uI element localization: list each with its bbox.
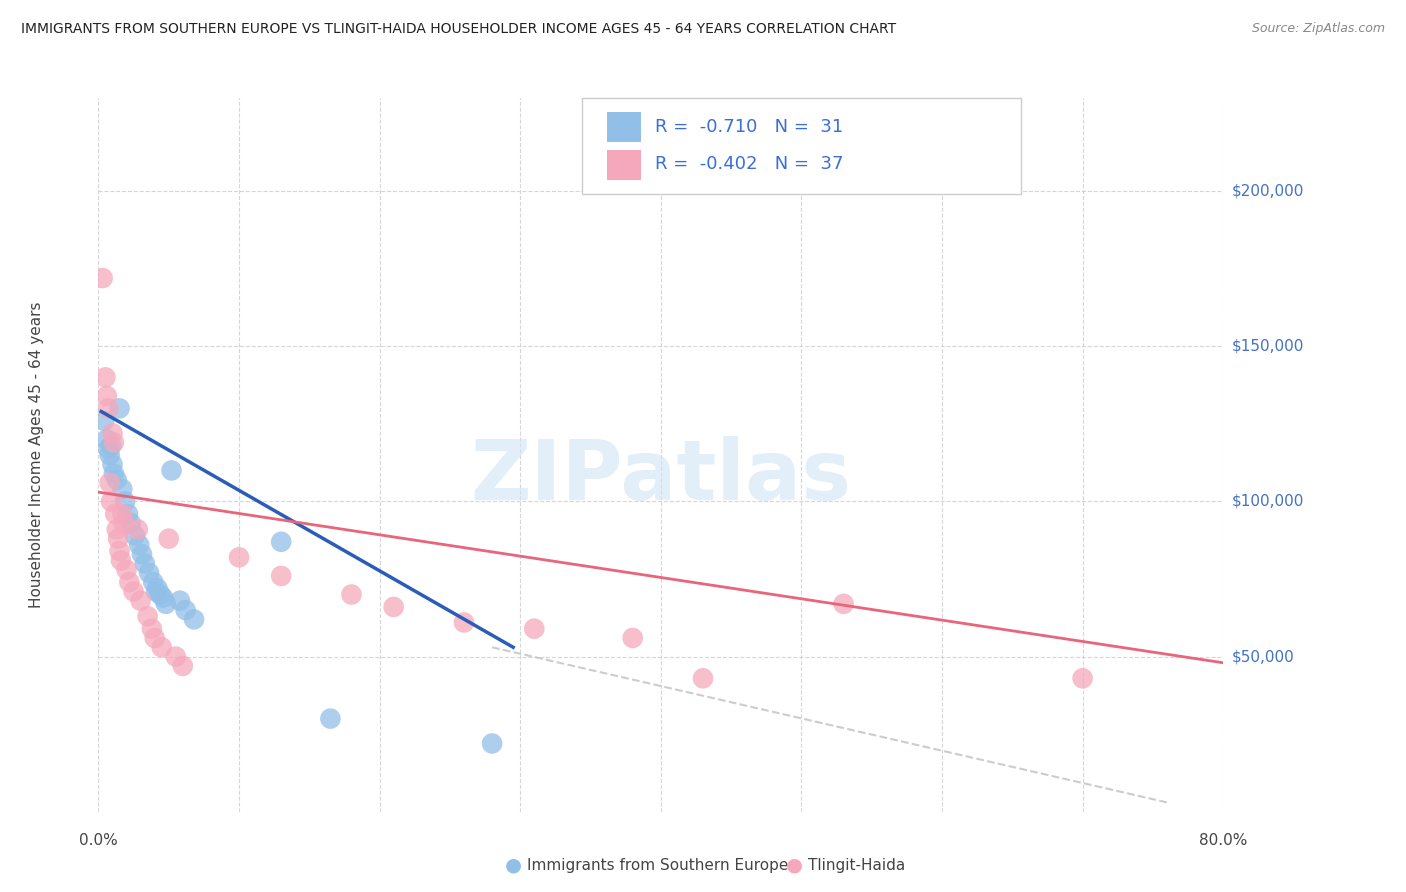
Point bbox=[100, 439, 122, 453]
Point bbox=[111, 482, 134, 496]
Point bbox=[120, 516, 142, 531]
Point bbox=[1071, 671, 1094, 685]
Text: Householder Income Ages 45 - 64 years: Householder Income Ages 45 - 64 years bbox=[30, 301, 44, 608]
Text: Tlingit-Haida: Tlingit-Haida bbox=[808, 858, 905, 872]
Point bbox=[169, 593, 191, 607]
Text: ●: ● bbox=[505, 855, 522, 875]
Point bbox=[155, 597, 177, 611]
Point bbox=[172, 659, 194, 673]
Point bbox=[481, 736, 503, 750]
FancyBboxPatch shape bbox=[582, 98, 1021, 194]
Point bbox=[270, 534, 292, 549]
Point bbox=[157, 532, 180, 546]
Point bbox=[97, 442, 120, 456]
Point bbox=[96, 389, 118, 403]
Point bbox=[382, 599, 405, 614]
Point bbox=[453, 615, 475, 630]
Point bbox=[94, 370, 117, 384]
Text: 80.0%: 80.0% bbox=[1199, 833, 1247, 848]
Text: R =  -0.402   N =  37: R = -0.402 N = 37 bbox=[655, 155, 844, 173]
Point bbox=[319, 712, 342, 726]
Text: $150,000: $150,000 bbox=[1232, 339, 1305, 354]
Text: ●: ● bbox=[786, 855, 803, 875]
Point bbox=[103, 467, 125, 481]
Text: Immigrants from Southern Europe: Immigrants from Southern Europe bbox=[527, 858, 789, 872]
Point bbox=[112, 516, 135, 531]
Point bbox=[110, 553, 132, 567]
Point bbox=[152, 591, 174, 605]
Point bbox=[160, 463, 183, 477]
Point bbox=[114, 494, 136, 508]
Point bbox=[124, 528, 146, 542]
Point bbox=[832, 597, 855, 611]
Point bbox=[134, 557, 156, 571]
Point bbox=[523, 622, 546, 636]
Point bbox=[165, 649, 187, 664]
Point bbox=[228, 550, 250, 565]
Point bbox=[138, 566, 160, 580]
Point bbox=[104, 507, 127, 521]
Point bbox=[621, 631, 644, 645]
Point bbox=[98, 448, 121, 462]
Text: 0.0%: 0.0% bbox=[79, 833, 118, 848]
FancyBboxPatch shape bbox=[607, 112, 641, 143]
Point bbox=[136, 609, 159, 624]
Point bbox=[131, 547, 153, 561]
Point bbox=[174, 603, 197, 617]
Point bbox=[100, 494, 122, 508]
Text: $200,000: $200,000 bbox=[1232, 184, 1305, 199]
Point bbox=[111, 507, 134, 521]
Point bbox=[150, 640, 173, 655]
Point bbox=[105, 473, 128, 487]
Point bbox=[91, 271, 114, 285]
Point bbox=[270, 569, 292, 583]
Point bbox=[141, 622, 163, 636]
Point bbox=[97, 401, 120, 416]
Point bbox=[129, 593, 152, 607]
Point bbox=[108, 401, 131, 416]
Point bbox=[101, 426, 124, 441]
Point bbox=[118, 575, 141, 590]
Point bbox=[117, 507, 139, 521]
Point bbox=[149, 588, 172, 602]
Text: $50,000: $50,000 bbox=[1232, 649, 1295, 664]
Point bbox=[146, 582, 169, 596]
Point bbox=[101, 457, 124, 471]
Text: $100,000: $100,000 bbox=[1232, 494, 1305, 509]
Point bbox=[108, 544, 131, 558]
Text: R =  -0.710   N =  31: R = -0.710 N = 31 bbox=[655, 118, 844, 136]
Point bbox=[105, 522, 128, 536]
Point bbox=[142, 575, 165, 590]
Point bbox=[128, 538, 150, 552]
Point bbox=[143, 631, 166, 645]
Text: ZIPatlas: ZIPatlas bbox=[471, 436, 851, 516]
Point bbox=[183, 612, 205, 626]
Point bbox=[115, 563, 138, 577]
Text: Source: ZipAtlas.com: Source: ZipAtlas.com bbox=[1251, 22, 1385, 36]
Text: IMMIGRANTS FROM SOUTHERN EUROPE VS TLINGIT-HAIDA HOUSEHOLDER INCOME AGES 45 - 64: IMMIGRANTS FROM SOUTHERN EUROPE VS TLING… bbox=[21, 22, 896, 37]
Point bbox=[93, 414, 115, 428]
Point bbox=[145, 584, 167, 599]
Point bbox=[103, 435, 125, 450]
Point bbox=[340, 588, 363, 602]
FancyBboxPatch shape bbox=[607, 150, 641, 180]
Point bbox=[127, 522, 149, 536]
Point bbox=[98, 475, 121, 490]
Point bbox=[107, 532, 129, 546]
Point bbox=[692, 671, 714, 685]
Point bbox=[96, 433, 118, 447]
Point bbox=[122, 584, 145, 599]
